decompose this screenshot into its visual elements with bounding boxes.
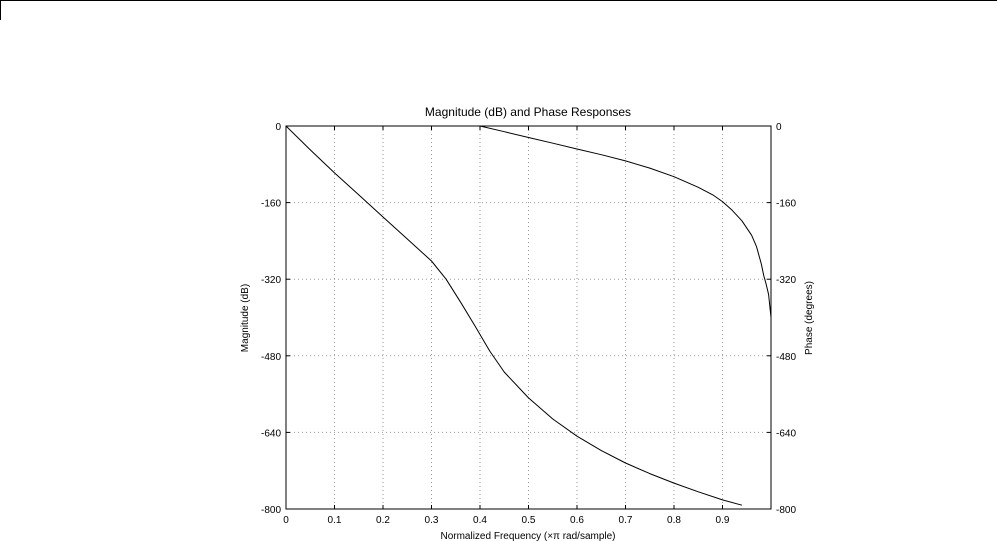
grid-lines [286, 126, 771, 509]
x-tick-label: 0.7 [619, 515, 633, 526]
x-tick-label: 0.8 [667, 515, 681, 526]
y-tick-label-right: -160 [776, 199, 796, 210]
y-tick-label-right: 0 [776, 122, 782, 133]
x-axis-label: Normalized Frequency (×π rad/sample) [440, 531, 615, 541]
magnitude-series-line [285, 125, 743, 506]
y-tick-labels: 0 -160 -320 -480 -640 -800 [261, 122, 281, 516]
axes-box [285, 125, 772, 510]
y-tick-label: -320 [261, 275, 281, 286]
y-tick-label: -640 [261, 428, 281, 439]
window-top-border [0, 0, 997, 1]
x-tick-label: 0.6 [570, 515, 584, 526]
y-axis-label-right: Phase (degrees) [804, 281, 815, 355]
y-tick-label: -800 [261, 505, 281, 516]
x-tick-label: 0.1 [328, 515, 342, 526]
y-tick-label-right: -640 [776, 428, 796, 439]
y-tick-label: 0 [275, 122, 281, 133]
y-tick-label: -160 [261, 199, 281, 210]
x-tick-label: 0 [283, 515, 289, 526]
x-tick-labels: 0 0.1 0.2 0.3 0.4 0.5 0.6 0.7 0.8 0.9 [283, 515, 730, 526]
x-tick-label: 0.4 [473, 515, 487, 526]
y-tick-label-right: -320 [776, 275, 796, 286]
y-tick-label-right: -480 [776, 352, 796, 363]
series-group [285, 125, 772, 506]
x-tick-label: 0.9 [716, 515, 730, 526]
y-tick-labels-right: 0 -160 -320 -480 -640 -800 [776, 122, 796, 516]
tick-marks [285, 125, 771, 510]
y-tick-label-right: -800 [776, 505, 796, 516]
y-axis-label: Magnitude (dB) [240, 284, 251, 352]
x-tick-label: 0.2 [376, 515, 390, 526]
y-tick-label: -480 [261, 352, 281, 363]
chart-title: Magnitude (dB) and Phase Responses [425, 105, 631, 119]
phase-series-line [479, 125, 772, 318]
x-tick-label: 0.3 [425, 515, 439, 526]
window-left-edge [0, 0, 1, 20]
x-tick-label: 0.5 [522, 515, 536, 526]
